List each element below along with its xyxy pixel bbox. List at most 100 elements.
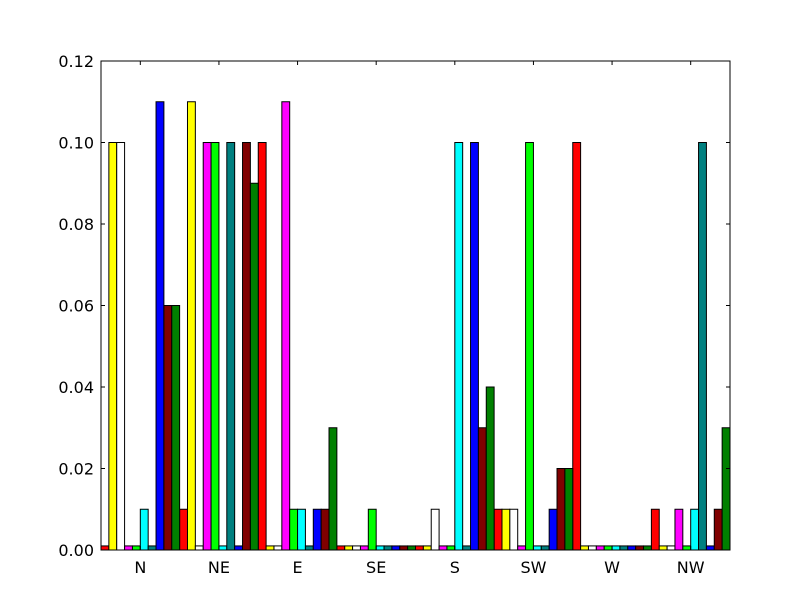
bar-e-series-1: [257, 142, 267, 551]
bar-w-series-6: [611, 545, 621, 551]
bar-w-series-5: [603, 545, 613, 551]
bar-e-series-9: [320, 508, 330, 551]
bar-sw-series-4: [517, 545, 527, 551]
bar-n-series-5: [131, 545, 141, 551]
bar-se-series-5: [367, 508, 377, 551]
y-tick-label: 0.00: [58, 541, 94, 560]
bar-ne-series-10: [249, 182, 259, 551]
x-tick-label: S: [450, 558, 460, 577]
bar-e-series-6: [297, 508, 306, 551]
bar-se-series-7: [383, 545, 393, 551]
x-tick-label: NW: [677, 558, 705, 577]
bar-sw-series-3: [509, 508, 519, 551]
bar-nw-series-10: [721, 427, 731, 551]
y-tick-label: 0.04: [58, 378, 94, 397]
bar-ne-series-3: [194, 545, 204, 551]
bar-sw-series-8: [548, 508, 558, 551]
bar-ne-series-5: [210, 142, 220, 551]
bar-s-series-9: [477, 427, 487, 551]
x-tick-label: SE: [366, 558, 386, 577]
bar-se-series-4: [359, 545, 369, 551]
bar-sw-series-2: [501, 508, 511, 551]
x-tick-label: NE: [208, 558, 230, 577]
y-tick-label: 0.08: [58, 215, 94, 234]
bar-n-series-4: [124, 545, 133, 551]
bar-ne-series-9: [242, 142, 251, 551]
plot-frame: [100, 60, 731, 551]
bar-e-series-4: [281, 101, 291, 551]
ticks-layer: N NE E SE S SW W NW 0.00 0.02 0.04 0.06 0.08 0.10 0.12: [58, 52, 730, 577]
bar-e-series-10: [328, 427, 338, 551]
bar-sw-series-5: [525, 142, 534, 551]
bar-s-series-4: [438, 545, 448, 551]
bar-nw-series-7: [698, 142, 707, 551]
bar-se-series-6: [375, 545, 385, 551]
y-tick-label: 0.06: [58, 297, 94, 316]
bar-e-series-5: [289, 508, 299, 551]
bar-se-series-3: [352, 545, 361, 551]
bar-nw-series-2: [658, 545, 668, 551]
y-tick-label: 0.10: [58, 134, 94, 153]
bar-s-series-7: [462, 545, 472, 551]
bar-e-series-3: [273, 545, 283, 551]
bar-nw-series-8: [705, 545, 715, 551]
bar-s-series-6: [454, 142, 464, 551]
bar-sw-series-1: [493, 508, 503, 551]
bar-nw-series-6: [690, 508, 700, 551]
bars-layer: [100, 101, 731, 551]
bar-sw-series-7: [540, 545, 550, 551]
bar-n-series-9: [163, 305, 173, 551]
bar-s-series-2: [422, 545, 432, 551]
bar-s-series-3: [430, 508, 440, 551]
bar-se-series-10: [407, 545, 417, 551]
y-tick-label: 0.02: [58, 460, 94, 479]
bar-se-series-2: [344, 545, 354, 551]
bar-n-series-6: [139, 508, 149, 551]
bar-sw-series-10: [564, 468, 574, 551]
bar-ne-series-7: [226, 142, 236, 551]
bar-nw-series-9: [713, 508, 723, 551]
bar-s-series-1: [415, 545, 424, 551]
bar-n-series-8: [155, 101, 165, 551]
bar-n-series-3: [116, 142, 126, 551]
bar-se-series-9: [399, 545, 409, 551]
bar-s-series-10: [485, 386, 495, 551]
bar-ne-series-8: [234, 545, 244, 551]
x-tick-label: SW: [520, 558, 546, 577]
x-tick-label: E: [293, 558, 303, 577]
bar-w-series-8: [627, 545, 637, 551]
bar-s-series-8: [470, 142, 479, 551]
bar-e-series-2: [265, 545, 275, 551]
bar-e-series-8: [312, 508, 322, 551]
x-tick-label: N: [134, 558, 146, 577]
bar-s-series-5: [446, 545, 456, 551]
bar-e-series-7: [304, 545, 314, 551]
bar-sw-series-9: [556, 468, 566, 551]
bar-nw-series-5: [682, 545, 692, 551]
y-tick-label: 0.12: [58, 52, 94, 71]
bar-sw-series-6: [532, 545, 542, 551]
x-tick-label: W: [604, 558, 620, 577]
bar-n-series-10: [171, 305, 181, 551]
bar-ne-series-6: [218, 545, 228, 551]
bar-n-series-2: [108, 142, 118, 551]
bar-nw-series-4: [674, 508, 684, 551]
bar-n-series-7: [147, 545, 157, 551]
bar-n-series-1: [100, 545, 110, 551]
bar-ne-series-2: [186, 101, 196, 551]
bar-w-series-2: [580, 545, 589, 551]
bar-w-series-1: [572, 142, 582, 551]
bar-w-series-9: [635, 545, 645, 551]
bar-nw-series-3: [666, 545, 676, 551]
bar-w-series-7: [619, 545, 629, 551]
bar-nw-series-1: [650, 508, 660, 551]
bar-ne-series-1: [179, 508, 188, 551]
bar-w-series-10: [643, 545, 652, 551]
bar-ne-series-4: [202, 142, 212, 551]
bar-w-series-4: [595, 545, 605, 551]
bar-se-series-8: [391, 545, 401, 551]
bar-se-series-1: [336, 545, 346, 551]
bar-w-series-3: [587, 545, 597, 551]
